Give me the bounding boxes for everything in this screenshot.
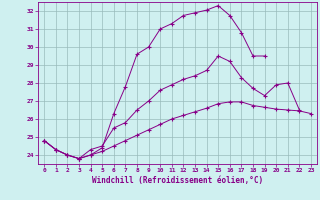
X-axis label: Windchill (Refroidissement éolien,°C): Windchill (Refroidissement éolien,°C) [92,176,263,185]
